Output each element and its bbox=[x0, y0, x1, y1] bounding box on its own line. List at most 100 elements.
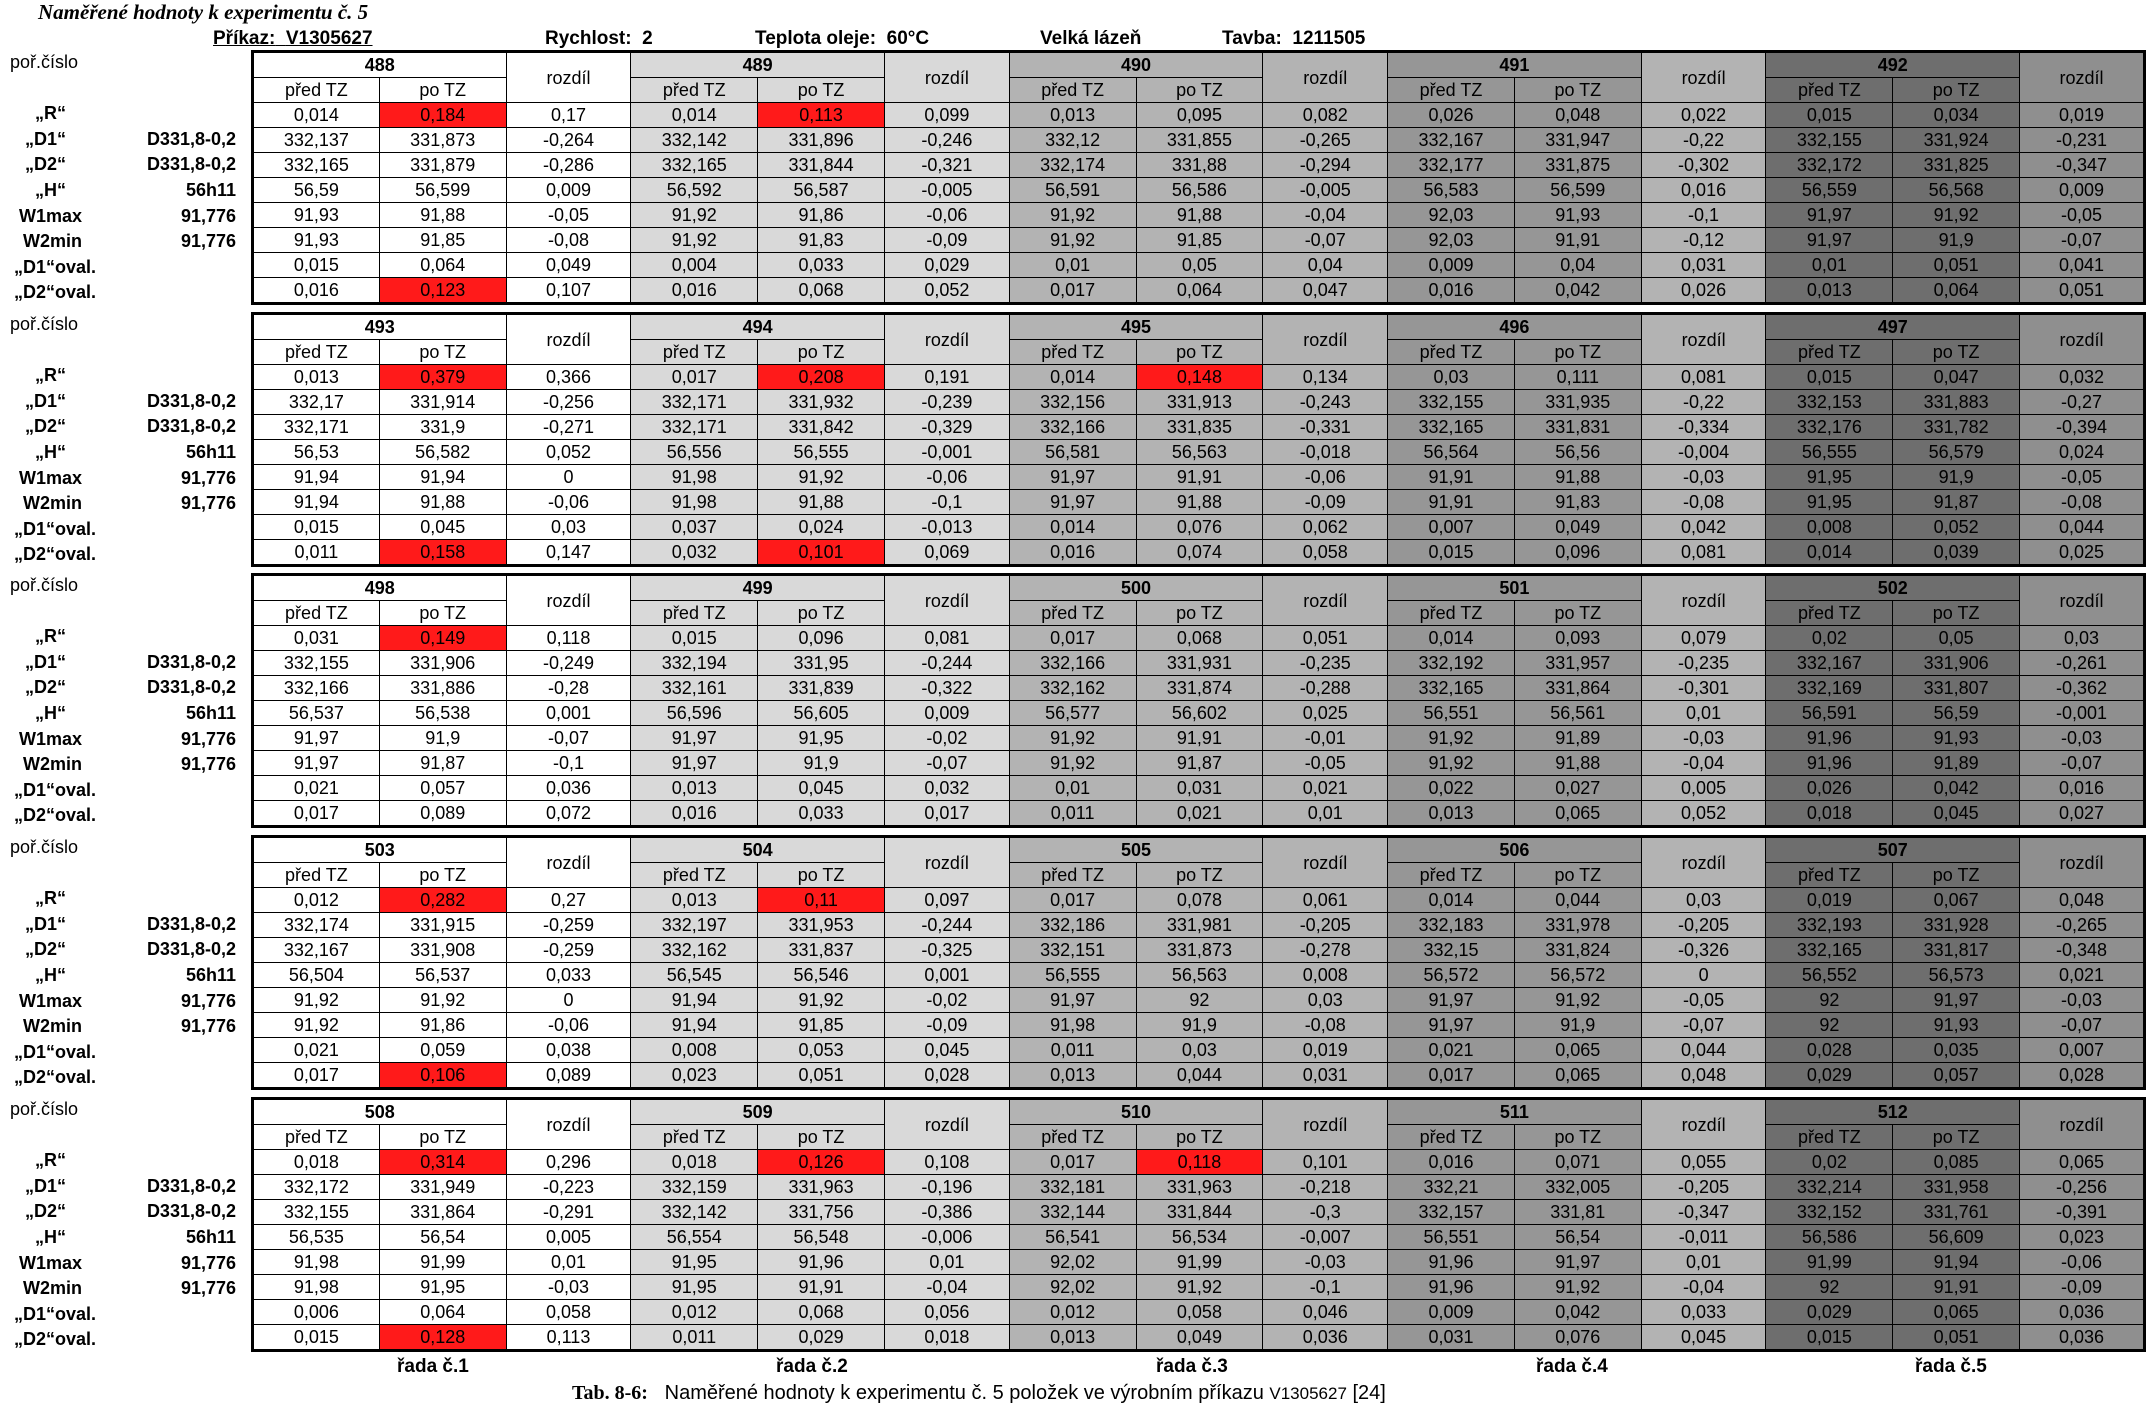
before-value: 0,016 bbox=[1008, 539, 1137, 566]
after-value: 56,56 bbox=[1513, 439, 1642, 465]
diff-header: rozdíl bbox=[1640, 836, 1767, 888]
before-header: před TZ bbox=[1387, 862, 1515, 888]
row-label: „D2“ bbox=[24, 677, 66, 698]
before-value: 0,018 bbox=[252, 1149, 380, 1175]
after-value: 331,906 bbox=[1892, 650, 2021, 676]
before-value: 332,183 bbox=[1387, 912, 1515, 938]
item-number: 512 bbox=[1765, 1098, 2021, 1125]
before-value: 0,009 bbox=[1387, 252, 1515, 278]
diff-value: 0,052 bbox=[505, 439, 632, 465]
after-value: 331,924 bbox=[1892, 127, 2021, 153]
diff-value: 0 bbox=[1640, 962, 1767, 988]
row-label: „R“ bbox=[35, 1150, 66, 1171]
after-value: 91,89 bbox=[1892, 750, 2021, 776]
before-value: 91,94 bbox=[252, 489, 380, 515]
diff-value: 0,042 bbox=[1640, 514, 1767, 540]
before-value: 0,017 bbox=[252, 800, 380, 827]
item-number: 508 bbox=[252, 1098, 507, 1125]
after-value: 331,953 bbox=[757, 912, 885, 938]
after-value: 0,113 bbox=[757, 102, 885, 128]
after-value: 56,561 bbox=[1513, 700, 1642, 726]
diff-value: 0,009 bbox=[505, 177, 632, 203]
diff-value: -0,05 bbox=[1640, 987, 1767, 1013]
diff-value: -0,22 bbox=[1640, 389, 1767, 415]
after-value: 91,85 bbox=[757, 1012, 885, 1038]
before-value: 0,017 bbox=[252, 1062, 380, 1089]
diff-value: 0,031 bbox=[1262, 1062, 1389, 1089]
before-value: 332,186 bbox=[1008, 912, 1137, 938]
series-label-5: řada č.5 bbox=[1915, 1356, 1987, 1377]
order-no-label: poř.číslo bbox=[10, 1099, 79, 1119]
before-value: 332,172 bbox=[252, 1174, 380, 1200]
item-number: 488 bbox=[252, 51, 507, 78]
before-value: 0,011 bbox=[252, 539, 380, 566]
row-spec: 56h11 bbox=[185, 442, 236, 462]
row-spec: D331,8-0,2 bbox=[146, 154, 236, 175]
before-value: 91,98 bbox=[252, 1249, 380, 1275]
after-value: 91,88 bbox=[1135, 489, 1264, 515]
diff-value: -0,243 bbox=[1262, 389, 1389, 415]
row-label: „D1“oval. bbox=[13, 1303, 96, 1324]
before-value: 56,572 bbox=[1387, 962, 1515, 988]
diff-value: -0,347 bbox=[1640, 1199, 1767, 1225]
after-value: 91,92 bbox=[1892, 202, 2021, 228]
after-value: 0,065 bbox=[1513, 1037, 1642, 1063]
after-header: po TZ bbox=[1135, 862, 1264, 888]
before-header: před TZ bbox=[630, 77, 759, 103]
after-value: 56,572 bbox=[1513, 962, 1642, 988]
table-row: 56,53 56,582 0,052 56,556 56,555 -0,001 56,581… bbox=[252, 439, 2145, 465]
measurement-table: 508 rozdíl 509 rozdíl 510 rozdíl 511 rozdíl 512 r… bbox=[251, 1097, 2146, 1352]
diff-value: 0,005 bbox=[1640, 775, 1767, 801]
measurement-table: 488 rozdíl 489 rozdíl 490 rozdíl 491 rozdíl 492 r… bbox=[251, 50, 2146, 305]
before-value: 92,02 bbox=[1008, 1274, 1137, 1300]
diff-value: -0,322 bbox=[883, 675, 1010, 701]
after-value: 0,045 bbox=[1892, 800, 2021, 827]
diff-value: -0,04 bbox=[1262, 202, 1389, 228]
after-value: 331,837 bbox=[757, 937, 885, 963]
diff-value: -0,08 bbox=[2019, 489, 2145, 515]
after-value: 331,963 bbox=[1135, 1174, 1264, 1200]
row-label: „D1“ bbox=[24, 390, 66, 411]
row-label: W1max bbox=[18, 1252, 82, 1273]
diff-value: 0,024 bbox=[2019, 439, 2145, 465]
before-value: 332,165 bbox=[252, 152, 380, 178]
after-value: 0,021 bbox=[1135, 800, 1264, 827]
before-value: 56,555 bbox=[1765, 439, 1894, 465]
before-header: před TZ bbox=[252, 339, 380, 365]
before-value: 332,166 bbox=[252, 675, 380, 701]
row-spec: 91,776 bbox=[180, 728, 236, 749]
before-value: 332,171 bbox=[630, 389, 759, 415]
after-value: 0,065 bbox=[1513, 800, 1642, 827]
after-header: po TZ bbox=[378, 600, 507, 626]
diff-value: -0,011 bbox=[1640, 1224, 1767, 1250]
after-value: 91,92 bbox=[1513, 1274, 1642, 1300]
after-value: 0,057 bbox=[378, 775, 507, 801]
after-value: 0,282 bbox=[378, 887, 507, 913]
before-value: 332,142 bbox=[630, 1199, 759, 1225]
before-value: 91,99 bbox=[1765, 1249, 1894, 1275]
order-value: V1305627 bbox=[285, 28, 373, 49]
before-value: 332,155 bbox=[252, 1199, 380, 1225]
after-value: 91,97 bbox=[1892, 987, 2021, 1013]
row-label: „D2“oval. bbox=[13, 1067, 96, 1088]
table-row: 0,015 0,064 0,049 0,004 0,033 0,029 0,01 0,05 0,… bbox=[252, 252, 2145, 278]
after-value: 91,9 bbox=[378, 725, 507, 751]
after-value: 331,915 bbox=[378, 912, 507, 938]
after-value: 331,931 bbox=[1135, 650, 1264, 676]
before-value: 56,591 bbox=[1765, 700, 1894, 726]
after-value: 331,932 bbox=[757, 389, 885, 415]
diff-value: -0,06 bbox=[505, 489, 632, 515]
row-label: „R“ bbox=[35, 103, 66, 124]
diff-header: rozdíl bbox=[883, 313, 1010, 365]
before-header: před TZ bbox=[1765, 1124, 1894, 1150]
before-value: 332,165 bbox=[1387, 414, 1515, 440]
before-value: 332,155 bbox=[1765, 127, 1894, 153]
item-number: 493 bbox=[252, 313, 507, 340]
row-spec: D331,8-0,2 bbox=[146, 390, 236, 411]
diff-value: 0,089 bbox=[505, 1062, 632, 1089]
after-value: 331,855 bbox=[1135, 127, 1264, 153]
before-value: 0,037 bbox=[630, 514, 759, 540]
before-value: 0,022 bbox=[1387, 775, 1515, 801]
after-value: 0,078 bbox=[1135, 887, 1264, 913]
before-value: 0,018 bbox=[630, 1149, 759, 1175]
